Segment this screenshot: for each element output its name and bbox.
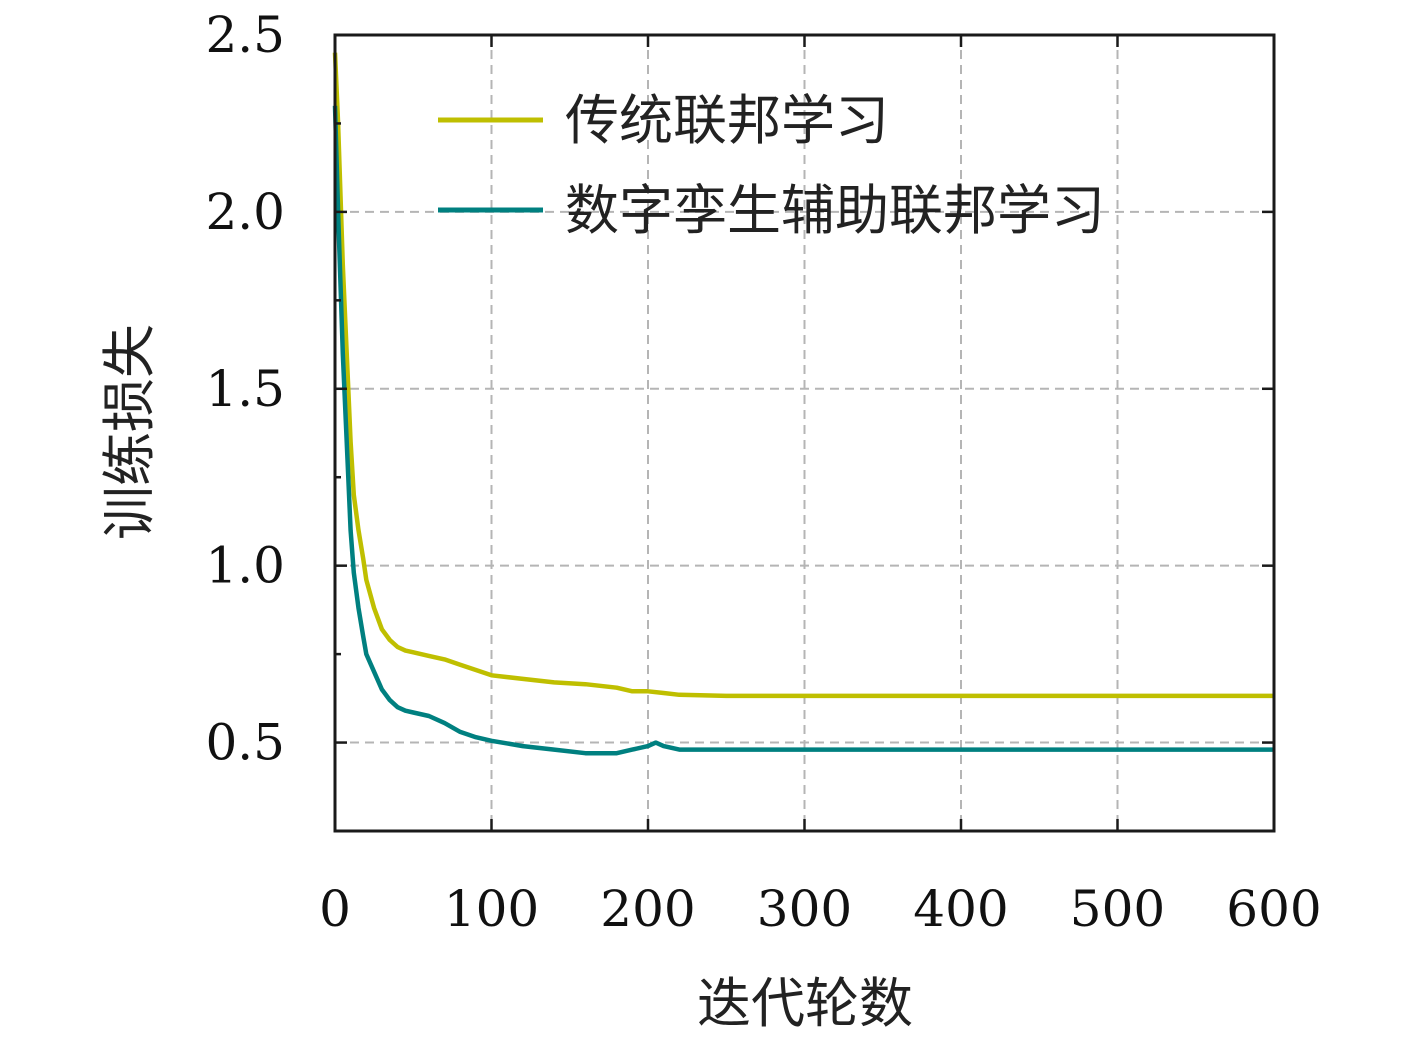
series-line-0 bbox=[332, 52, 1274, 699]
y-tick-label: 2.0 bbox=[205, 183, 285, 241]
y-axis-label: 训练损失 bbox=[98, 324, 161, 540]
y-tick-label: 1.0 bbox=[205, 537, 285, 595]
series-line-1 bbox=[332, 105, 1274, 756]
x-axis-label: 迭代轮数 bbox=[697, 972, 913, 1035]
tick-labels: 0 100 200 300 400 500 600 0.5 1.0 1.5 2.0 2.5 bbox=[205, 6, 1321, 938]
axis-ticks bbox=[333, 33, 1276, 833]
y-tick-label: 0.5 bbox=[205, 714, 285, 772]
y-tick-label: 1.5 bbox=[205, 360, 285, 418]
legend: 传统联邦学习 数字孪生辅助联邦学习 bbox=[438, 89, 1105, 242]
legend-label-traditional: 传统联邦学习 bbox=[565, 89, 889, 152]
x-tick-label: 600 bbox=[1226, 880, 1321, 938]
y-tick-label: 2.5 bbox=[205, 6, 285, 64]
x-tick-label: 400 bbox=[913, 880, 1008, 938]
x-tick-label: 200 bbox=[600, 880, 695, 938]
grid-lines bbox=[335, 35, 1274, 831]
x-tick-label: 300 bbox=[757, 880, 852, 938]
x-tick-label: 500 bbox=[1070, 880, 1165, 938]
legend-label-digital-twin: 数字孪生辅助联邦学习 bbox=[565, 179, 1105, 242]
series-lines bbox=[332, 52, 1274, 756]
x-tick-label: 100 bbox=[444, 880, 539, 938]
x-tick-label: 0 bbox=[319, 880, 351, 938]
